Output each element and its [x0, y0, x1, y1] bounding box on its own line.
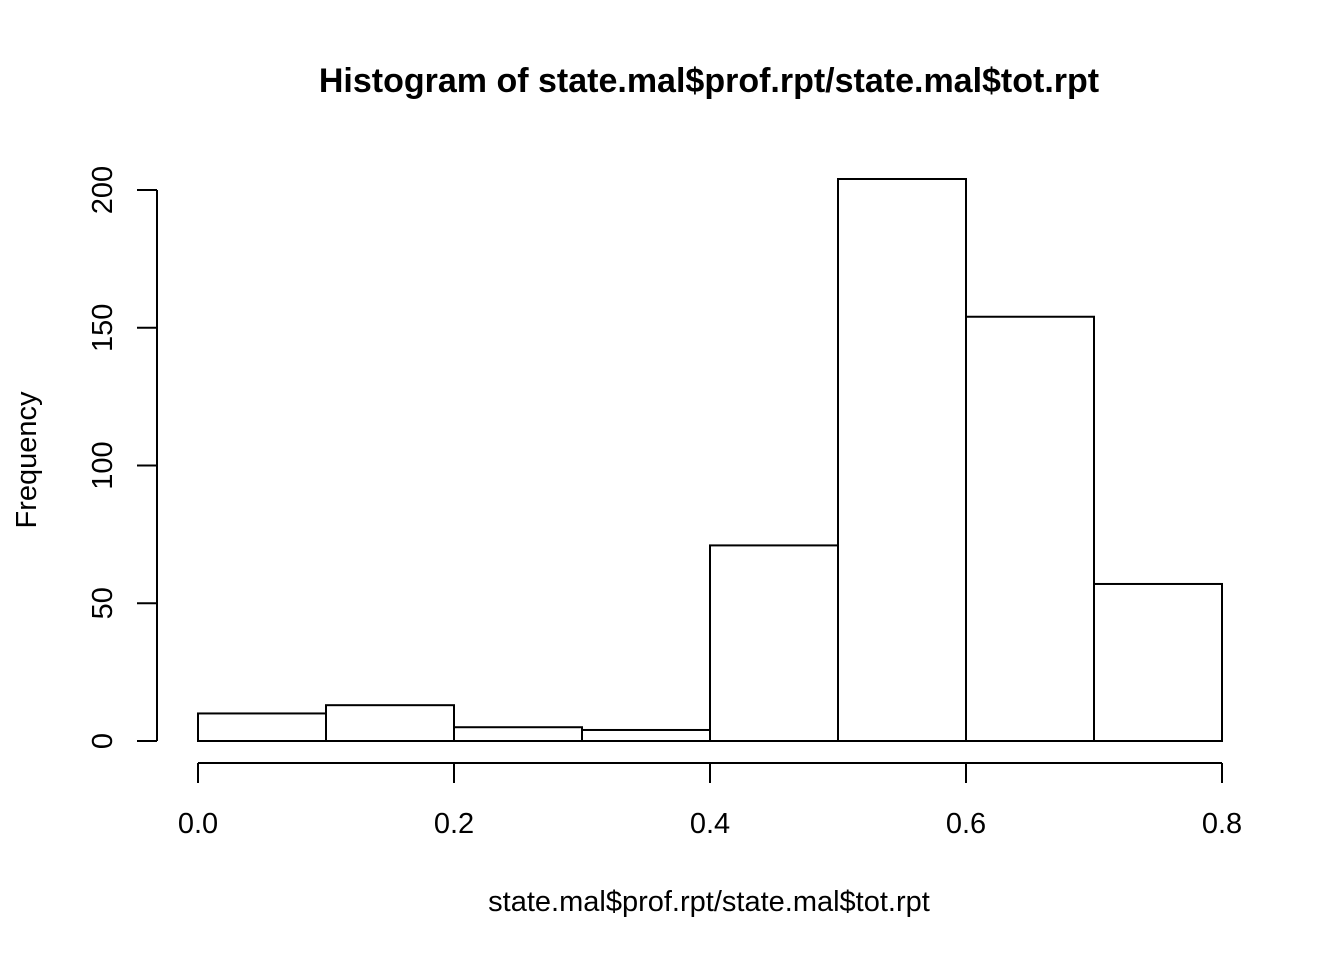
y-tick-label: 150: [87, 304, 119, 352]
x-tick-label: 0.8: [1202, 808, 1242, 840]
histogram-bar: [1093, 582, 1223, 742]
bars-group: [197, 178, 1223, 743]
x-tick-label: 0.4: [690, 808, 730, 840]
histogram-bar: [965, 315, 1095, 742]
y-tick-label: 50: [87, 587, 119, 619]
y-tick-label: 200: [87, 166, 119, 214]
histogram-bar: [709, 544, 839, 743]
x-tick-label: 0.0: [178, 808, 218, 840]
x-tick-label: 0.6: [946, 808, 986, 840]
histogram-bar: [325, 704, 455, 743]
y-tick-label: 100: [87, 441, 119, 489]
chart-title: Histogram of state.mal$prof.rpt/state.ma…: [319, 62, 1099, 100]
y-tick-label: 0: [87, 733, 119, 749]
histogram-bar: [197, 712, 327, 743]
y-axis: 0 50 100 150 200: [87, 166, 158, 749]
histogram-bar: [837, 178, 967, 742]
x-axis: 0.0 0.2 0.4 0.6 0.8: [178, 762, 1242, 840]
x-tick-label: 0.2: [434, 808, 474, 840]
x-axis-label: state.mal$prof.rpt/state.mal$tot.rpt: [488, 886, 930, 918]
histogram-bar: [453, 726, 583, 742]
histogram-bar: [581, 728, 711, 743]
y-axis-label: Frequency: [11, 391, 43, 529]
